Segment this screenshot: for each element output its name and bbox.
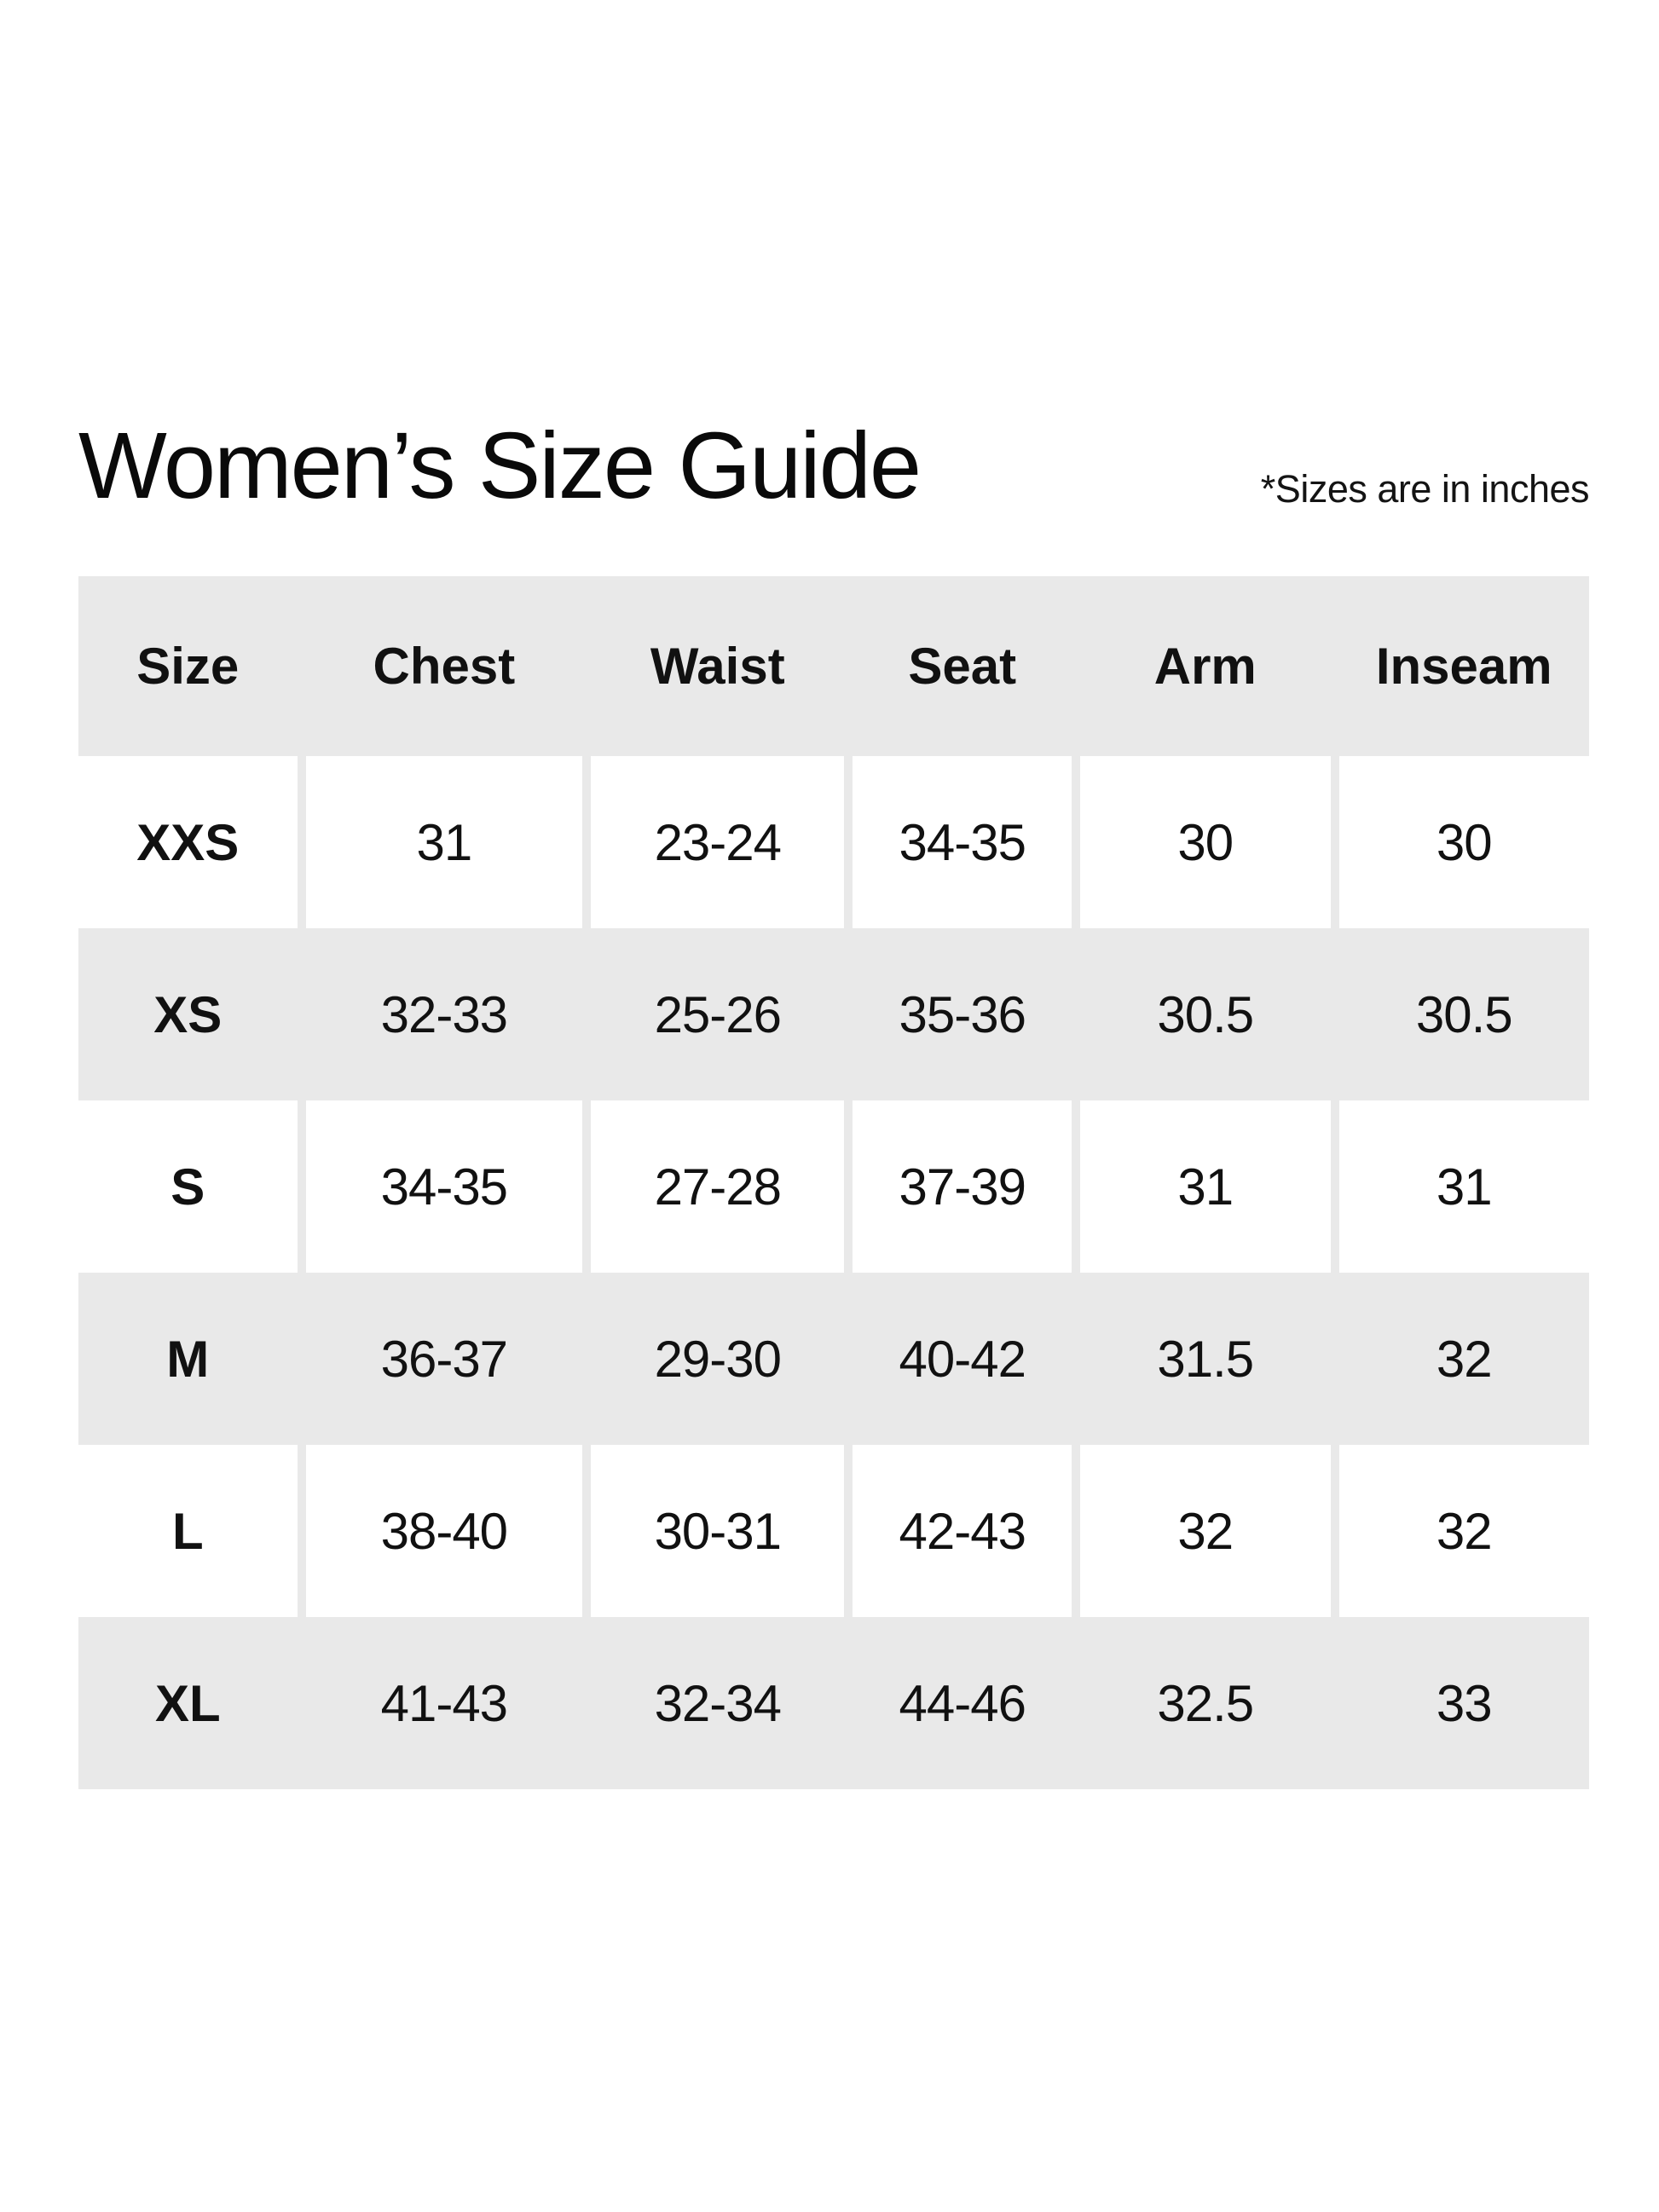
cell-inseam: 30 <box>1338 756 1589 928</box>
page-title: Women’s Size Guide <box>78 413 922 518</box>
cell-waist: 29-30 <box>654 1330 782 1388</box>
table-row-xxs: XXS 31 23-24 34-35 30 30 <box>78 756 1589 928</box>
cell-waist: 32-34 <box>654 1674 782 1732</box>
cell-seat: 37-39 <box>853 1100 1072 1273</box>
cell-inseam: 32 <box>1338 1445 1589 1617</box>
column-header-arm: Arm <box>1153 638 1257 695</box>
cell-size: XL <box>154 1674 221 1732</box>
table-row-m: M 36-37 29-30 40-42 31.5 32 <box>78 1273 1589 1445</box>
cell-arm: 30.5 <box>1157 985 1254 1043</box>
cell-chest: 38-40 <box>305 1445 583 1617</box>
cell-inseam: 33 <box>1436 1674 1493 1732</box>
cell-chest: 32-33 <box>380 985 508 1043</box>
page-header: Women’s Size Guide *Sizes are in inches <box>78 413 1590 518</box>
cell-chest: 31 <box>305 756 583 928</box>
table-header-row: Size Chest Waist Seat Arm Inseam <box>78 576 1589 756</box>
column-header-waist: Waist <box>650 638 785 695</box>
cell-waist: 30-31 <box>591 1445 845 1617</box>
cell-seat: 44-46 <box>899 1674 1026 1732</box>
cell-seat: 40-42 <box>899 1330 1026 1388</box>
table-row-xl: XL 41-43 32-34 44-46 32.5 33 <box>78 1617 1589 1789</box>
cell-size: XS <box>153 985 223 1043</box>
cell-waist: 27-28 <box>591 1100 845 1273</box>
units-note: *Sizes are in inches <box>1260 467 1590 511</box>
cell-arm: 31 <box>1080 1100 1331 1273</box>
cell-arm: 32.5 <box>1157 1674 1254 1732</box>
size-table: Size Chest Waist Seat Arm Inseam XXS 31 … <box>78 576 1589 1789</box>
table-row-l: L 38-40 30-31 42-43 32 32 <box>78 1445 1589 1617</box>
cell-inseam: 32 <box>1436 1330 1493 1388</box>
cell-size: XXS <box>78 756 298 928</box>
column-header-chest: Chest <box>373 638 516 695</box>
table-row-s: S 34-35 27-28 37-39 31 31 <box>78 1100 1589 1273</box>
cell-arm: 31.5 <box>1157 1330 1254 1388</box>
cell-arm: 30 <box>1080 756 1331 928</box>
cell-waist: 23-24 <box>591 756 845 928</box>
cell-chest: 41-43 <box>380 1674 508 1732</box>
cell-seat: 42-43 <box>853 1445 1072 1617</box>
cell-size: L <box>78 1445 298 1617</box>
cell-seat: 34-35 <box>853 756 1072 928</box>
cell-chest: 36-37 <box>380 1330 508 1388</box>
column-header-seat: Seat <box>908 638 1017 695</box>
cell-waist: 25-26 <box>654 985 782 1043</box>
cell-inseam: 30.5 <box>1415 985 1513 1043</box>
cell-arm: 32 <box>1080 1445 1331 1617</box>
table-row-xs: XS 32-33 25-26 35-36 30.5 30.5 <box>78 928 1589 1100</box>
cell-chest: 34-35 <box>305 1100 583 1273</box>
column-header-inseam: Inseam <box>1375 638 1552 695</box>
cell-seat: 35-36 <box>899 985 1026 1043</box>
cell-size: M <box>166 1330 210 1388</box>
cell-size: S <box>78 1100 298 1273</box>
cell-inseam: 31 <box>1338 1100 1589 1273</box>
column-header-size: Size <box>136 638 240 695</box>
